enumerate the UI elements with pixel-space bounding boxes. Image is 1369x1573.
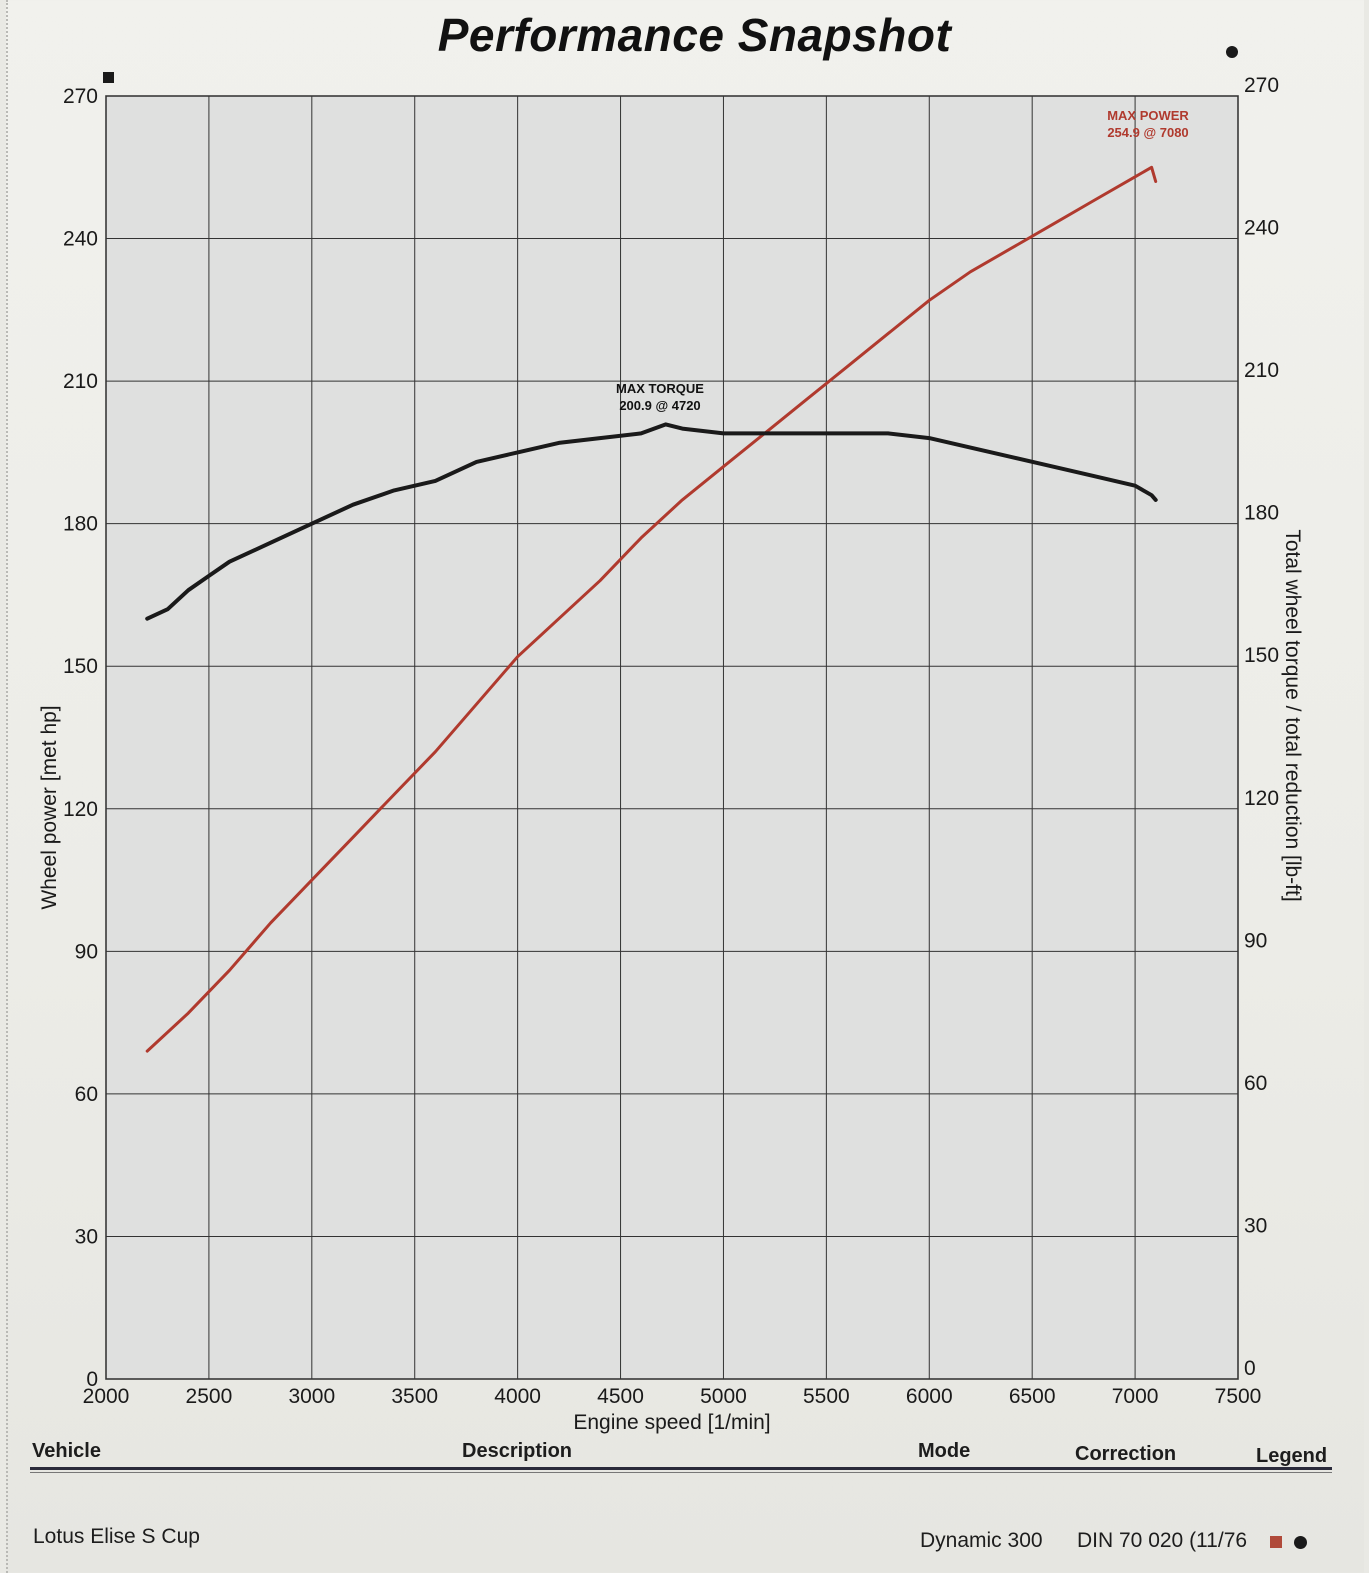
x-tick-label: 2000 <box>83 1385 130 1408</box>
y-right-tick-label: 60 <box>1244 1072 1267 1095</box>
y-left-tick-label: 0 <box>86 1368 98 1391</box>
y-left-tick-label: 240 <box>63 228 98 251</box>
x-tick-label: 7000 <box>1112 1385 1159 1408</box>
power-curve-line <box>145 165 1158 1053</box>
y-left-tick-label: 150 <box>63 655 98 678</box>
y-right-tick-label: 180 <box>1244 502 1279 525</box>
max-power-label: MAX POWER <box>1107 108 1189 123</box>
max-torque-label: MAX TORQUE <box>616 381 704 396</box>
table-header-correction: Correction <box>1075 1443 1177 1465</box>
vehicle-value: Lotus Elise S Cup <box>33 1525 200 1548</box>
y-left-tick-label: 180 <box>63 513 98 536</box>
x-tick-label: 3000 <box>288 1385 335 1408</box>
correction-value: DIN 70 020 (11/76 <box>1077 1529 1248 1552</box>
torque-curve-line <box>145 422 1158 621</box>
table-header-vehicle: Vehicle <box>32 1440 101 1462</box>
legend-torque-circle-icon <box>1294 1536 1307 1549</box>
table-header-mode: Mode <box>918 1440 971 1462</box>
x-tick-label: 2500 <box>186 1385 233 1408</box>
right-axis-circle-marker <box>1226 46 1238 58</box>
y-left-axis-label: Wheel power [met hp] <box>38 705 61 909</box>
y-left-tick-label: 120 <box>63 798 98 821</box>
y-right-tick-label: 210 <box>1244 359 1279 382</box>
x-tick-label: 6500 <box>1009 1385 1056 1408</box>
y-left-tick-label: 210 <box>63 370 98 393</box>
y-right-tick-label: 270 <box>1244 74 1279 97</box>
y-left-tick-label: 90 <box>75 940 98 963</box>
y-right-tick-label: 0 <box>1244 1357 1256 1380</box>
plot-area <box>105 95 1239 1380</box>
max-power-value: 254.9 @ 7080 <box>1107 125 1188 140</box>
y-left-tick-label: 30 <box>75 1225 98 1248</box>
y-right-tick-label: 90 <box>1244 929 1267 952</box>
table-divider-thin <box>30 1472 1332 1473</box>
left-axis-square-marker <box>103 72 114 83</box>
x-tick-label: 5500 <box>803 1385 850 1408</box>
y-right-tick-label: 120 <box>1244 787 1279 810</box>
x-tick-label: 5000 <box>700 1385 747 1408</box>
x-tick-label: 4500 <box>597 1385 644 1408</box>
x-tick-label: 7500 <box>1215 1385 1262 1408</box>
x-tick-label: 3500 <box>391 1385 438 1408</box>
y-right-tick-label: 150 <box>1244 644 1279 667</box>
table-header-legend: Legend <box>1256 1445 1328 1467</box>
legend-power-square-icon <box>1270 1536 1282 1548</box>
table-header-description: Description <box>462 1440 573 1462</box>
x-tick-label: 4000 <box>494 1385 541 1408</box>
table-divider <box>30 1467 1332 1470</box>
y-left-tick-label: 60 <box>75 1083 98 1106</box>
y-left-tick-label: 270 <box>63 85 98 108</box>
x-axis-label: Engine speed [1/min] <box>573 1411 770 1434</box>
y-right-axis-label: Total wheel torque / total reduction [lb… <box>1281 529 1304 901</box>
y-right-tick-label: 240 <box>1244 217 1279 240</box>
y-right-tick-label: 30 <box>1244 1214 1267 1237</box>
chart-title: Performance Snapshot <box>437 9 952 61</box>
max-torque-value: 200.9 @ 4720 <box>619 398 700 413</box>
mode-value: Dynamic 300 <box>920 1529 1043 1552</box>
dyno-chart: 2000 2500 3000 3500 4000 4500 5000 5500 6000 6500… <box>38 46 1304 1434</box>
x-tick-label: 6000 <box>906 1385 953 1408</box>
